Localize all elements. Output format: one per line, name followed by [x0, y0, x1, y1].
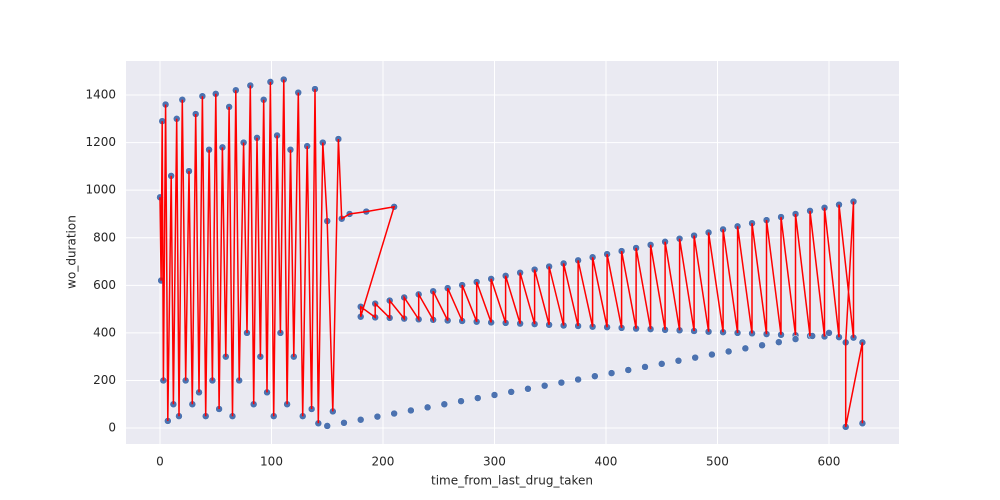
point [557, 378, 566, 387]
point [474, 394, 482, 402]
point [340, 419, 348, 427]
x-axis-label: time_from_last_drug_taken [431, 474, 593, 488]
x-tick-label: 600 [818, 455, 841, 469]
line [159, 79, 864, 428]
point [423, 403, 432, 412]
y-tick-label: 400 [93, 325, 116, 339]
y-tick-label: 800 [93, 230, 116, 244]
y-tick-label: 600 [93, 278, 116, 292]
point [373, 412, 382, 421]
point [574, 375, 582, 384]
point [524, 385, 532, 393]
point [407, 406, 415, 415]
point [758, 341, 766, 350]
point [674, 356, 683, 365]
x-tick-label: 200 [372, 455, 395, 469]
x-tick-label: 100 [260, 455, 283, 469]
point [356, 415, 365, 424]
point [775, 338, 783, 346]
point [607, 369, 616, 377]
point [641, 363, 649, 371]
x-tick-label: 300 [483, 455, 506, 469]
y-tick-label: 0 [108, 421, 116, 435]
point [708, 350, 716, 359]
point [507, 388, 515, 396]
point [457, 397, 465, 405]
point [724, 347, 733, 356]
y-tick-label: 200 [93, 373, 116, 387]
point [591, 372, 599, 380]
x-tick-label: 500 [706, 455, 729, 469]
point [791, 335, 800, 343]
point [741, 344, 750, 353]
point [825, 329, 833, 337]
y-tick-label: 1400 [85, 88, 116, 102]
point [323, 422, 331, 430]
y-tick-label: 1000 [85, 183, 116, 197]
point [624, 366, 633, 374]
y-tick-label: 1200 [85, 135, 116, 149]
point [691, 353, 699, 362]
point [540, 381, 549, 390]
point [657, 360, 666, 368]
x-tick-label: 0 [156, 455, 164, 469]
x-tick-label: 400 [595, 455, 618, 469]
point [390, 409, 398, 418]
point [440, 400, 449, 409]
point [490, 391, 499, 399]
y-axis-label: wo_duration [65, 215, 79, 289]
